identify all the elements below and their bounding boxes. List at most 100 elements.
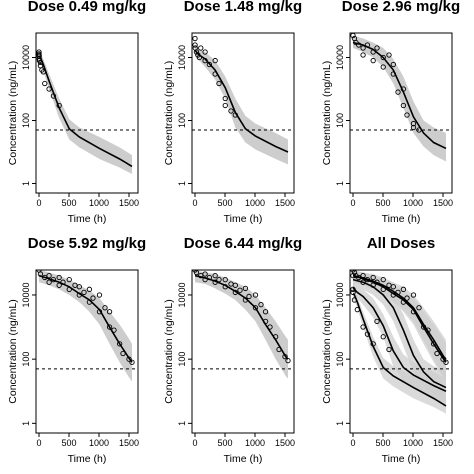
- observed-point: [237, 287, 243, 293]
- y-tick-label: 10000: [21, 45, 31, 70]
- observed-point: [106, 324, 113, 330]
- observed-point: [202, 271, 208, 277]
- observed-point: [198, 45, 204, 51]
- x-tick-label: 1500: [433, 438, 453, 448]
- observed-point: [216, 80, 222, 87]
- observed-point: [198, 272, 204, 279]
- observed-point: [410, 292, 417, 298]
- observed-point: [400, 299, 407, 305]
- y-tick-label: 100: [177, 113, 187, 128]
- observed-point: [120, 350, 126, 357]
- chart-panel: 0 500 1000 1500 1 100 10000 Time (h) Concentrati…: [7, 235, 146, 465]
- y-axis-label: Concentration (ng/mL): [321, 299, 333, 403]
- observed-point: [86, 286, 93, 292]
- observed-point: [86, 299, 93, 305]
- observed-point: [56, 274, 62, 281]
- observed-point: [46, 272, 52, 279]
- observed-point: [212, 57, 218, 64]
- chart-title: Dose 0.49 mg/kg: [28, 0, 146, 15]
- y-tick-label: 10000: [177, 45, 187, 70]
- observed-point: [96, 309, 103, 315]
- observed-point: [374, 45, 380, 51]
- y-axis-label: Concentration (ng/mL): [7, 299, 19, 403]
- observed-point: [360, 45, 366, 51]
- observed-point: [76, 284, 82, 290]
- x-axis-label: Time (h): [224, 453, 263, 465]
- observed-point: [222, 277, 228, 283]
- observed-point: [50, 93, 57, 99]
- observed-point: [232, 282, 238, 288]
- observed-point: [410, 124, 417, 131]
- observed-point: [364, 277, 371, 283]
- observed-point: [404, 112, 410, 118]
- chart-title: Dose 5.92 mg/kg: [28, 235, 146, 252]
- observed-point: [440, 356, 446, 362]
- x-tick-label: 1500: [433, 198, 453, 208]
- observed-point: [76, 292, 82, 298]
- x-axis-label: Time (h): [224, 213, 263, 225]
- y-tick-label: 100: [335, 352, 345, 367]
- chart-panel: 0 500 1000 1500 1 100 10000 Time (h) Concentrati…: [163, 235, 302, 465]
- observed-point: [37, 271, 44, 277]
- observed-point: [212, 272, 218, 279]
- chart-panel: 0 500 1000 1500 1 100 10000 Time (h) Concentrati…: [321, 235, 453, 465]
- prediction-interval-band: [353, 270, 446, 379]
- x-tick-label: 1000: [89, 198, 109, 208]
- observed-point: [390, 284, 396, 290]
- observed-point: [430, 341, 437, 347]
- observed-point: [374, 279, 380, 285]
- chart-title: Dose 1.48 mg/kg: [184, 0, 302, 15]
- observed-point: [360, 279, 366, 285]
- observed-point: [40, 69, 46, 75]
- chart-panel: 0 500 1000 1500 1 100 10000 Time (h) Concentrati…: [7, 0, 146, 225]
- observed-point: [400, 102, 407, 109]
- observed-point: [404, 295, 410, 301]
- observed-point: [443, 359, 449, 365]
- observed-point: [380, 54, 386, 61]
- observed-point: [212, 71, 218, 77]
- prediction-interval-band: [39, 270, 132, 382]
- observed-point: [252, 305, 259, 311]
- observed-point: [400, 86, 407, 92]
- observed-point: [400, 286, 407, 292]
- observed-point: [202, 57, 208, 64]
- observed-point: [390, 292, 396, 298]
- x-tick-label: 1500: [119, 198, 139, 208]
- x-tick-label: 1500: [119, 438, 139, 448]
- observed-point: [434, 350, 440, 357]
- chart-title: All Doses: [367, 235, 435, 252]
- observed-point: [360, 272, 366, 279]
- observed-point: [222, 102, 228, 109]
- prediction-interval-band: [195, 270, 288, 379]
- y-tick-label: 10000: [21, 282, 31, 307]
- prediction-interval-band: [353, 35, 446, 162]
- observed-point: [42, 80, 48, 87]
- observed-point: [90, 295, 96, 301]
- observed-point: [390, 71, 396, 77]
- observed-point: [126, 356, 132, 362]
- observed-point: [282, 353, 288, 360]
- observed-point: [232, 112, 238, 118]
- observed-point: [96, 292, 103, 298]
- plot-frame: [349, 269, 453, 434]
- x-tick-label: 0: [350, 438, 355, 448]
- x-tick-label: 1000: [245, 198, 265, 208]
- plot-frame: [191, 269, 295, 434]
- x-tick-label: 500: [61, 438, 76, 448]
- observed-point: [192, 270, 198, 273]
- observed-point: [246, 293, 252, 300]
- observed-point: [374, 318, 380, 325]
- observed-point: [380, 334, 386, 340]
- observed-point: [416, 305, 422, 311]
- x-tick-label: 0: [36, 198, 41, 208]
- observed-point: [354, 306, 360, 313]
- x-tick-label: 1000: [403, 198, 423, 208]
- x-axis-label: Time (h): [68, 453, 107, 465]
- observed-point: [60, 279, 66, 285]
- observed-point: [390, 61, 396, 68]
- median-line: [352, 287, 447, 392]
- observed-point: [46, 86, 52, 92]
- observed-point: [202, 277, 208, 283]
- observed-point: [66, 277, 72, 283]
